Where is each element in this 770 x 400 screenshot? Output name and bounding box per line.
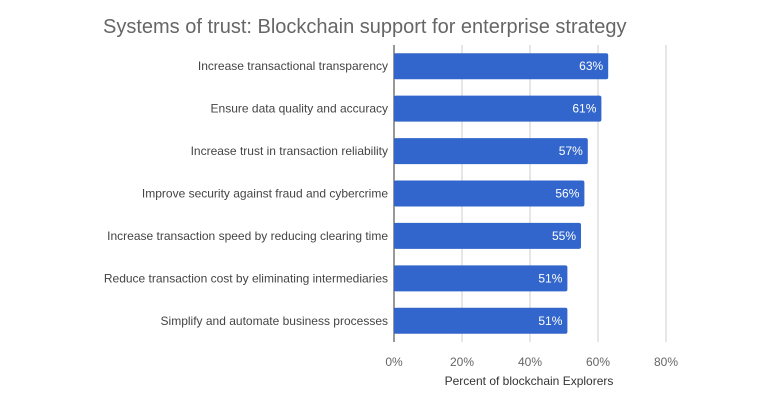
bar-value-label: 55% bbox=[552, 229, 576, 243]
x-tick-label: 20% bbox=[450, 355, 474, 369]
bar bbox=[394, 307, 568, 334]
category-label: Simplify and automate business processes bbox=[161, 314, 388, 328]
bar bbox=[394, 180, 585, 207]
bar bbox=[394, 265, 568, 292]
bar-value-label: 51% bbox=[538, 314, 562, 328]
x-tick-label: 40% bbox=[518, 355, 542, 369]
category-labels: Increase transactional transparency Ensur… bbox=[104, 59, 388, 328]
chart-title: Systems of trust: Blockchain support for… bbox=[103, 16, 627, 38]
x-tick-label: 60% bbox=[586, 355, 610, 369]
x-tick-label: 80% bbox=[654, 355, 678, 369]
bar-value-label: 51% bbox=[538, 271, 562, 285]
bar-value-label: 57% bbox=[559, 144, 583, 158]
x-tick-label: 0% bbox=[385, 355, 403, 369]
bar bbox=[394, 95, 602, 122]
bar bbox=[394, 53, 609, 80]
bar-value-label: 56% bbox=[555, 187, 579, 201]
x-axis-ticks: 0% 20% 40% 60% 80% bbox=[385, 355, 678, 369]
bar-value-label: 63% bbox=[579, 59, 603, 73]
bar bbox=[394, 222, 581, 249]
category-label: Ensure data quality and accuracy bbox=[211, 102, 388, 116]
category-label: Increase transactional transparency bbox=[198, 59, 388, 73]
bar-value-label: 61% bbox=[572, 102, 596, 116]
category-label: Reduce transaction cost by eliminating i… bbox=[104, 271, 388, 285]
bars: 63% 61% 57% 56% 55% 51% 51% bbox=[394, 53, 609, 334]
category-label: Increase transaction speed by reducing c… bbox=[107, 229, 388, 243]
bar bbox=[394, 138, 588, 165]
category-label: Increase trust in transaction reliabilit… bbox=[191, 144, 388, 158]
x-axis-title: Percent of blockchain Explorers bbox=[445, 374, 614, 388]
category-label: Improve security against fraud and cyber… bbox=[142, 187, 388, 201]
